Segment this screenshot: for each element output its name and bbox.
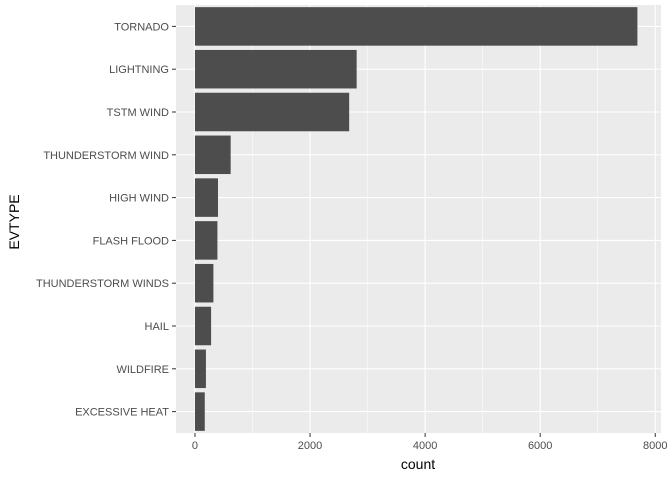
bar (194, 92, 350, 132)
x-axis-title: count (401, 456, 435, 472)
y-tick-label: HAIL (145, 321, 169, 333)
bar (194, 349, 206, 389)
x-tick-label: 6000 (528, 440, 552, 452)
y-axis: TORNADO LIGHTNING TSTM WIND THUNDERSTORM WI… (36, 21, 176, 419)
x-axis: 0 2000 4000 6000 8000 (192, 433, 667, 452)
y-tick-label: WILDFIRE (116, 364, 169, 376)
y-tick-label: FLASH FLOOD (93, 235, 169, 247)
bar (194, 263, 214, 303)
bar (194, 7, 638, 46)
bar (194, 306, 212, 346)
bar (194, 49, 357, 89)
x-tick-label: 2000 (298, 440, 322, 452)
x-tick-label: 0 (192, 440, 198, 452)
y-tick-label: THUNDERSTORM WIND (43, 150, 169, 162)
bar (194, 135, 231, 175)
bar (194, 221, 218, 260)
y-tick-label: TORNADO (114, 21, 169, 33)
y-axis-title: EVTYPE (6, 194, 22, 249)
bar (194, 178, 218, 217)
y-tick-label: THUNDERSTORM WINDS (36, 278, 169, 290)
bar (194, 392, 205, 431)
y-tick-label: LIGHTNING (109, 64, 169, 76)
x-tick-label: 4000 (413, 440, 437, 452)
y-tick-label: EXCESSIVE HEAT (75, 407, 169, 419)
y-tick-label: HIGH WIND (109, 193, 169, 205)
x-tick-label: 8000 (643, 440, 667, 452)
y-tick-label: TSTM WIND (107, 107, 169, 119)
bar-series (194, 7, 638, 431)
